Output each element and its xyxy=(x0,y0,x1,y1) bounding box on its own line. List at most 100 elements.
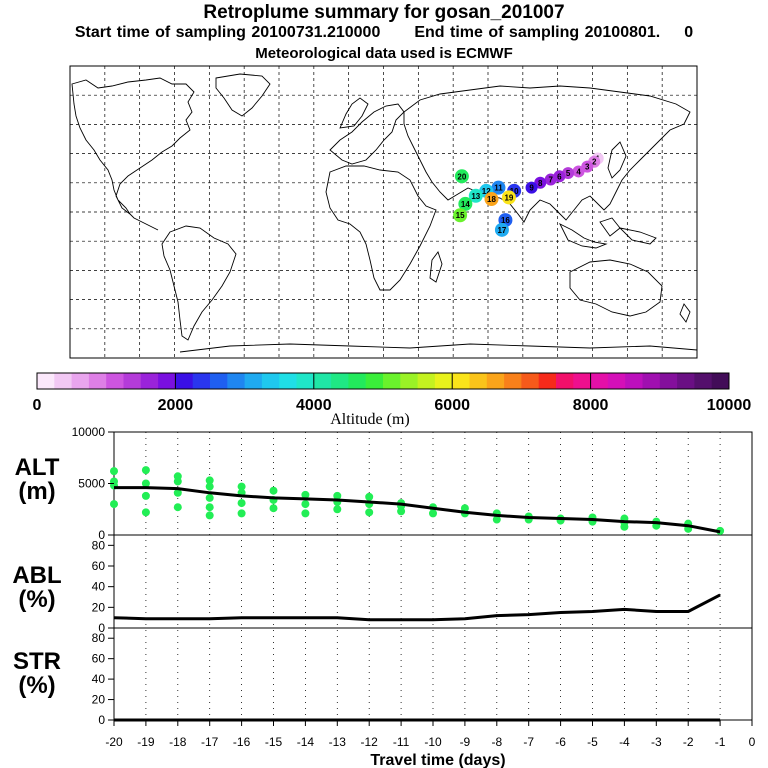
cluster-marker-label: 13 xyxy=(471,192,480,201)
y-tick-label: 80 xyxy=(92,631,106,645)
world-map: 1234567891011121314151617181920 xyxy=(69,65,698,359)
x-tick-label: -8 xyxy=(491,735,502,749)
x-tick-label: -6 xyxy=(555,735,566,749)
y-tick-label: 40 xyxy=(92,672,106,686)
x-tick-label: -16 xyxy=(233,735,251,749)
end-value: 20100801. xyxy=(584,24,661,41)
colorbar-tick-label: 0 xyxy=(33,397,42,414)
cluster-marker xyxy=(453,208,468,223)
x-tick-label: -20 xyxy=(105,735,123,749)
cluster-marker-label: 18 xyxy=(487,195,496,204)
y-tick-label: 60 xyxy=(92,652,106,666)
colorbar-swatch xyxy=(192,373,211,389)
alt-scatter-point xyxy=(237,499,246,508)
colorbar-swatch xyxy=(573,373,591,389)
alt-scatter-point xyxy=(365,492,374,501)
x-tick-label: -13 xyxy=(329,735,347,749)
x-tick-label: -14 xyxy=(297,735,315,749)
colorbar-swatch xyxy=(106,373,124,389)
end-label: End time of sampling xyxy=(414,24,580,41)
start-value: 20100731.210000 xyxy=(251,24,381,41)
colorbar-swatch xyxy=(210,373,228,389)
y-tick-label: 80 xyxy=(92,538,106,552)
cluster-marker-label: 4 xyxy=(576,167,581,176)
colorbar-swatch xyxy=(625,373,643,389)
colorbar-swatch xyxy=(694,373,713,389)
alt-panel-label: ALT (m) xyxy=(14,454,60,505)
colorbar-swatch xyxy=(331,373,349,389)
cluster-marker-label: 5 xyxy=(566,169,571,178)
colorbar-swatch xyxy=(607,373,626,389)
str-panel-label: STR (%) xyxy=(13,648,61,699)
x-tick-label: -3 xyxy=(651,735,662,749)
colorbar-swatch xyxy=(486,373,505,389)
colorbar-swatch xyxy=(642,373,661,389)
cluster-marker-label: 19 xyxy=(504,193,513,202)
alt-scatter-point xyxy=(205,476,214,485)
x-tick-label: -1 xyxy=(715,735,726,749)
y-tick-label: 0 xyxy=(98,713,105,727)
alt-scatter-point xyxy=(173,488,182,497)
cluster-marker-label: 6 xyxy=(557,172,562,181)
y-tick-label: 40 xyxy=(92,580,106,594)
alt-scatter-point xyxy=(365,508,374,517)
colorbar-swatch xyxy=(659,373,678,389)
colorbar-swatch xyxy=(677,373,695,389)
colorbar-tick-label: 2000 xyxy=(158,397,194,414)
colorbar-swatch xyxy=(123,373,142,389)
cluster-marker-label: 10 xyxy=(510,187,519,196)
alt-scatter-point xyxy=(141,508,150,517)
cluster-marker xyxy=(544,173,557,186)
cluster-marker-label: 9 xyxy=(529,184,534,193)
colorbar-tick-labels: 0 2000 4000 6000 8000 10000 xyxy=(33,373,751,414)
cluster-marker xyxy=(501,190,516,205)
x-tick-labels: -20 -19 -18 -17 -16 -15 -14 -13 -12 -11 -10 -9 -8 -7-… xyxy=(105,720,756,749)
cluster-marker xyxy=(491,180,506,195)
alt-scatter-point xyxy=(237,509,246,518)
colorbar-swatch xyxy=(71,373,90,389)
cluster-marker xyxy=(454,169,469,184)
cluster-marker xyxy=(458,196,473,211)
alt-scatter-point xyxy=(141,491,150,500)
alt-scatter-point xyxy=(620,522,629,531)
alt-scatter-point xyxy=(237,482,246,491)
colorbar-swatch xyxy=(88,373,107,389)
cluster-marker xyxy=(572,165,585,178)
colorbar-swatch xyxy=(279,373,297,389)
abl-line xyxy=(113,593,721,622)
colorbar-swatch xyxy=(244,373,263,389)
x-tick-label: -10 xyxy=(424,735,442,749)
panel-gridlines xyxy=(145,432,721,720)
x-tick-label: -19 xyxy=(137,735,155,749)
alt-scatter-point xyxy=(141,466,150,475)
colorbar-tick-label: 8000 xyxy=(573,397,609,414)
alt-scatter-point xyxy=(333,491,342,500)
alt-scatter-point xyxy=(492,515,501,524)
abl-panel-label: ABL (%) xyxy=(12,562,62,613)
alt-scatter-point xyxy=(397,507,406,516)
alt-scatter-point xyxy=(269,486,278,495)
colorbar-swatch xyxy=(227,373,245,389)
cluster-markers: 1234567891011121314151617181920 xyxy=(453,152,604,237)
colorbar-swatch xyxy=(348,373,367,389)
colorbar-swatch xyxy=(383,373,401,389)
alt-scatter-point xyxy=(301,490,310,499)
chart-title: Retroplume summary for gosan_201007 xyxy=(203,2,565,23)
colorbar-tick-label: 6000 xyxy=(434,397,470,414)
cluster-marker-label: 7 xyxy=(548,176,553,185)
cluster-marker-label: 12 xyxy=(482,187,491,196)
alt-scatter-point xyxy=(110,500,118,509)
cluster-marker-label: 2 xyxy=(592,158,597,167)
alt-scatter-point xyxy=(173,477,182,486)
alt-scatter-points xyxy=(110,466,725,535)
x-tick-label: -17 xyxy=(201,735,219,749)
colorbar-swatch xyxy=(469,373,488,389)
cluster-marker-label: 20 xyxy=(457,172,466,181)
cluster-marker xyxy=(525,181,538,194)
colorbar-swatch xyxy=(711,373,730,389)
alt-scatter-point xyxy=(301,509,310,518)
colorbar-swatch xyxy=(140,373,159,389)
